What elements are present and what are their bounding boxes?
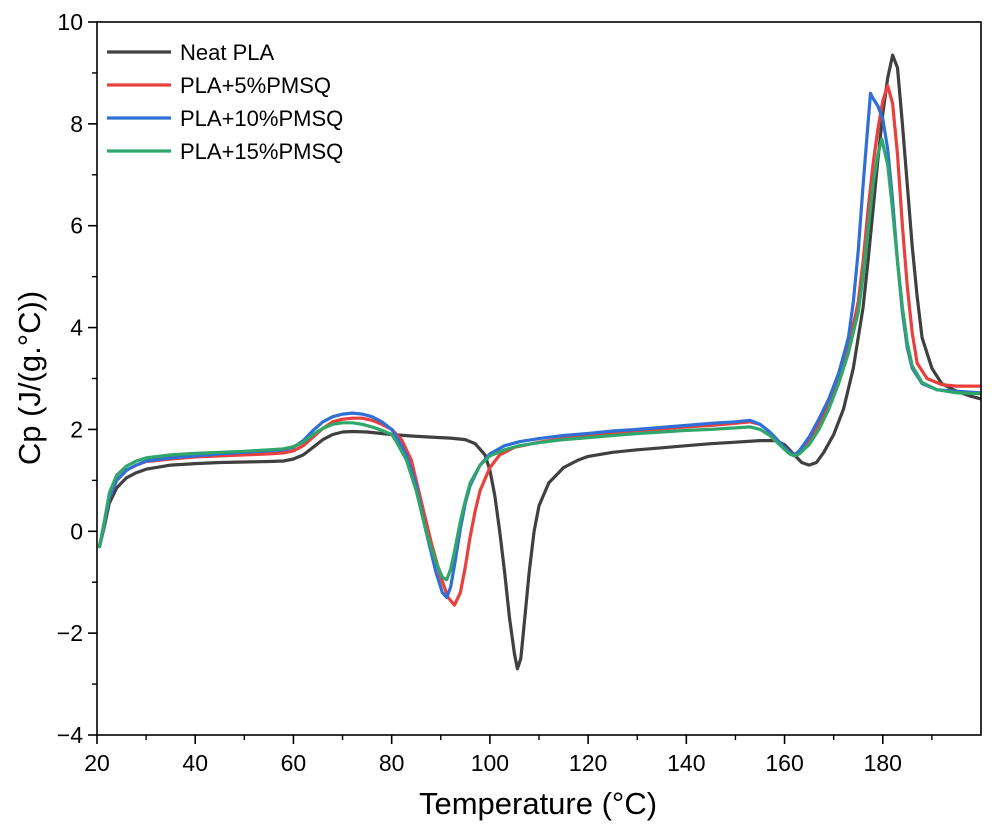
axes: 20 40 60 80 100 120 140 160 180 −4 −2 0 2 4 6 8 10 bbox=[57, 9, 982, 776]
y-tick-label: 6 bbox=[70, 213, 83, 239]
x-tick-label: 160 bbox=[765, 750, 803, 776]
x-tick-label: 60 bbox=[281, 750, 307, 776]
x-tick-label: 120 bbox=[569, 750, 607, 776]
y-tick-label: 10 bbox=[57, 9, 83, 35]
y-tick-label: 2 bbox=[70, 416, 83, 442]
y-tick-label: −4 bbox=[57, 722, 83, 748]
plot-area bbox=[97, 53, 981, 671]
x-tick-label: 180 bbox=[864, 750, 902, 776]
x-tick-label: 140 bbox=[667, 750, 705, 776]
legend-label-4: PLA+15%PMSQ bbox=[180, 139, 343, 164]
y-tick-label: 0 bbox=[70, 518, 83, 544]
y-tick-label: −2 bbox=[57, 620, 83, 646]
y-tick-label: 4 bbox=[70, 315, 83, 341]
legend: Neat PLA PLA+5%PMSQ PLA+10%PMSQ PLA+15%PMSQ bbox=[107, 40, 343, 164]
x-tick-label: 20 bbox=[84, 750, 110, 776]
legend-label-1: Neat PLA bbox=[180, 40, 274, 65]
series-group bbox=[97, 53, 981, 671]
x-axis-title: Temperature (°C) bbox=[419, 786, 657, 821]
series-line-4 bbox=[97, 137, 981, 582]
x-tick-label: 100 bbox=[471, 750, 509, 776]
x-tick-label: 40 bbox=[182, 750, 208, 776]
legend-label-3: PLA+10%PMSQ bbox=[180, 106, 343, 131]
legend-label-2: PLA+5%PMSQ bbox=[180, 73, 331, 98]
y-axis-title: Cp (J/(g.°C)) bbox=[12, 291, 47, 465]
x-tick-label: 80 bbox=[379, 750, 405, 776]
y-tick-label: 8 bbox=[70, 111, 83, 137]
